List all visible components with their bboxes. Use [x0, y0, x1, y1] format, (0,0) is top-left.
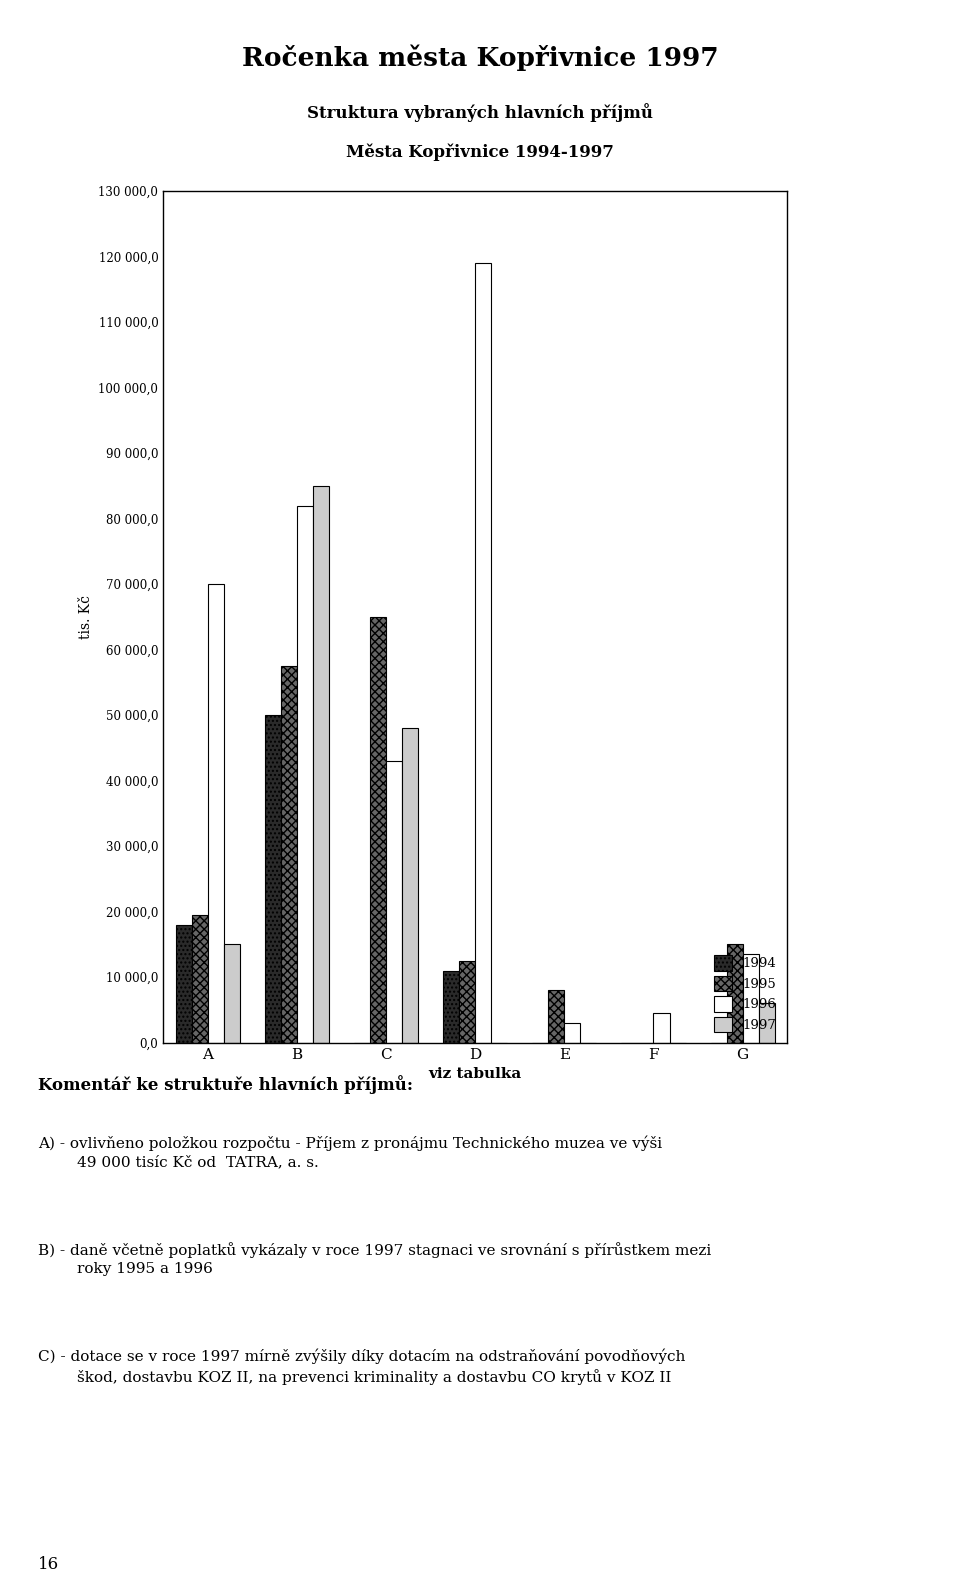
Bar [743, 954, 758, 1043]
Text: Města Kopřivnice 1994-1997: Města Kopřivnice 1994-1997 [346, 143, 614, 161]
Bar [758, 1003, 775, 1043]
Bar [192, 915, 207, 1043]
Legend: 1994, 1995, 1996, 1997: 1994, 1995, 1996, 1997 [709, 952, 780, 1036]
Bar [281, 665, 297, 1043]
Y-axis label: tis. Kč: tis. Kč [79, 595, 93, 638]
Bar [654, 1013, 669, 1043]
Text: Ročenka města Kopřivnice 1997: Ročenka města Kopřivnice 1997 [242, 45, 718, 72]
Text: B) - daně včetně poplatků vykázaly v roce 1997 stagnaci ve srovnání s přírůstkem: B) - daně včetně poplatků vykázaly v roc… [38, 1242, 711, 1277]
Bar [564, 1024, 581, 1043]
Bar [207, 584, 224, 1043]
Bar [265, 715, 281, 1043]
Bar [444, 971, 459, 1043]
Text: A) - ovlivňeno položkou rozpočtu - Příjem z pronájmu Technického muzea ve výši
 : A) - ovlivňeno položkou rozpočtu - Příje… [38, 1135, 662, 1169]
Bar [459, 962, 475, 1043]
Bar [727, 944, 743, 1043]
Bar [548, 990, 564, 1043]
Text: Komentář ke struktuře hlavních příjmů:: Komentář ke struktuře hlavních příjmů: [38, 1075, 414, 1094]
Text: 16: 16 [38, 1555, 60, 1573]
Bar [370, 616, 386, 1043]
Bar [402, 728, 419, 1043]
Bar [475, 263, 492, 1043]
X-axis label: viz tabulka: viz tabulka [428, 1067, 522, 1081]
Bar [297, 506, 313, 1043]
Bar [224, 944, 240, 1043]
Bar [176, 925, 192, 1043]
Text: Struktura vybraných hlavních příjmů: Struktura vybraných hlavních příjmů [307, 103, 653, 123]
Text: C) - dotace se v roce 1997 mírně zvýšily díky dotacím na odstraňování povodňovýc: C) - dotace se v roce 1997 mírně zvýšily… [38, 1348, 685, 1385]
Bar [313, 486, 329, 1043]
Bar [386, 761, 402, 1043]
